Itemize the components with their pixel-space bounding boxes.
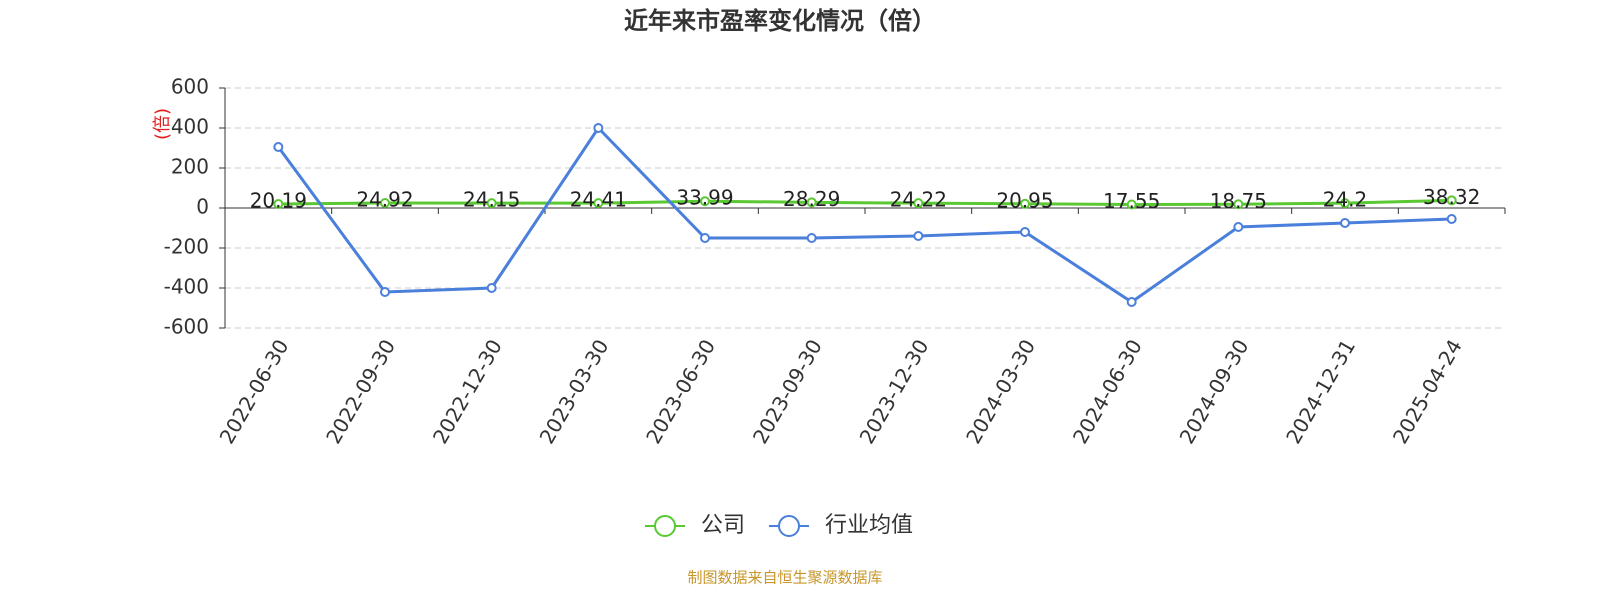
x-tick-label: 2022-06-30 <box>215 335 294 448</box>
data-label: 18.75 <box>1210 189 1267 213</box>
data-point <box>486 198 497 209</box>
series-line <box>278 198 1452 206</box>
data-label: 28.29 <box>783 187 840 211</box>
x-tick-label: 2023-09-30 <box>748 335 827 448</box>
data-point <box>273 142 284 152</box>
data-point <box>1233 222 1244 232</box>
data-label: 17.55 <box>1103 189 1160 213</box>
legend-marker <box>654 515 676 537</box>
source-note: 制图数据来自恒生聚源数据库 <box>687 569 882 587</box>
x-tick-label: 2023-06-30 <box>641 335 720 448</box>
x-tick-label: 2023-03-30 <box>535 335 614 448</box>
x-tick-label: 2023-12-30 <box>855 335 934 448</box>
x-tick-label: 2024-09-30 <box>1175 335 1254 448</box>
chart-title: 近年来市盈率变化情况（倍） <box>624 7 936 35</box>
y-tick-label: -200 <box>164 235 209 259</box>
data-label: 20.95 <box>996 188 1053 212</box>
x-tick-label: 2024-12-31 <box>1281 335 1360 448</box>
data-point <box>1446 195 1457 206</box>
data-label: 24.2 <box>1323 188 1368 212</box>
y-tick-label: -400 <box>164 275 209 299</box>
x-tick-label: 2022-09-30 <box>321 335 400 448</box>
y-tick-label: -600 <box>164 315 209 339</box>
data-point <box>1340 218 1350 228</box>
x-tick-label: 2024-06-30 <box>1068 335 1147 448</box>
data-label: 24.22 <box>890 188 947 212</box>
data-point <box>1233 199 1244 210</box>
data-point <box>593 198 604 209</box>
data-label: 20.19 <box>250 188 307 212</box>
y-tick-label: 200 <box>171 155 209 179</box>
data-point <box>913 198 924 209</box>
data-point <box>593 123 604 133</box>
y-tick-label: 400 <box>171 115 209 139</box>
data-point <box>273 198 284 209</box>
data-label: 24.15 <box>463 188 520 212</box>
data-label: 24.41 <box>570 188 627 212</box>
data-label: 33.99 <box>676 186 733 210</box>
x-tick-label: 2024-03-30 <box>961 335 1040 448</box>
x-tick-label: 2022-12-30 <box>428 335 507 448</box>
data-point <box>806 233 817 243</box>
data-point <box>806 197 817 208</box>
data-point <box>1126 199 1137 210</box>
data-point <box>1020 198 1030 209</box>
data-point <box>700 233 710 243</box>
x-tick-label: 2025-04-24 <box>1388 335 1467 448</box>
y-tick-label: 600 <box>171 75 209 99</box>
data-point <box>1020 227 1030 237</box>
data-point <box>1340 198 1350 209</box>
data-point <box>1126 297 1137 307</box>
y-axis-label: (倍) <box>152 108 173 140</box>
data-label: 38.32 <box>1423 185 1480 209</box>
data-point <box>700 196 710 207</box>
data-point <box>380 287 390 297</box>
legend-label: 公司 <box>701 513 745 538</box>
data-point <box>1446 214 1457 224</box>
y-tick-label: 0 <box>196 195 209 219</box>
data-point <box>913 231 924 241</box>
data-point <box>380 198 390 209</box>
legend-label: 行业均值 <box>825 513 913 538</box>
data-point <box>486 283 497 293</box>
legend-marker <box>778 515 801 537</box>
series-line <box>277 125 1452 304</box>
data-label: 24.92 <box>356 188 413 212</box>
